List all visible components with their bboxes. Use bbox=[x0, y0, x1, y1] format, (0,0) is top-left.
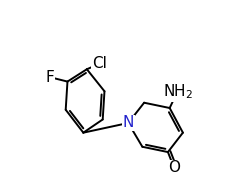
Text: Cl: Cl bbox=[91, 56, 106, 71]
Text: NH$_2$: NH$_2$ bbox=[162, 82, 192, 101]
Text: O: O bbox=[167, 160, 179, 175]
Text: N: N bbox=[122, 115, 133, 130]
Text: F: F bbox=[45, 70, 54, 85]
